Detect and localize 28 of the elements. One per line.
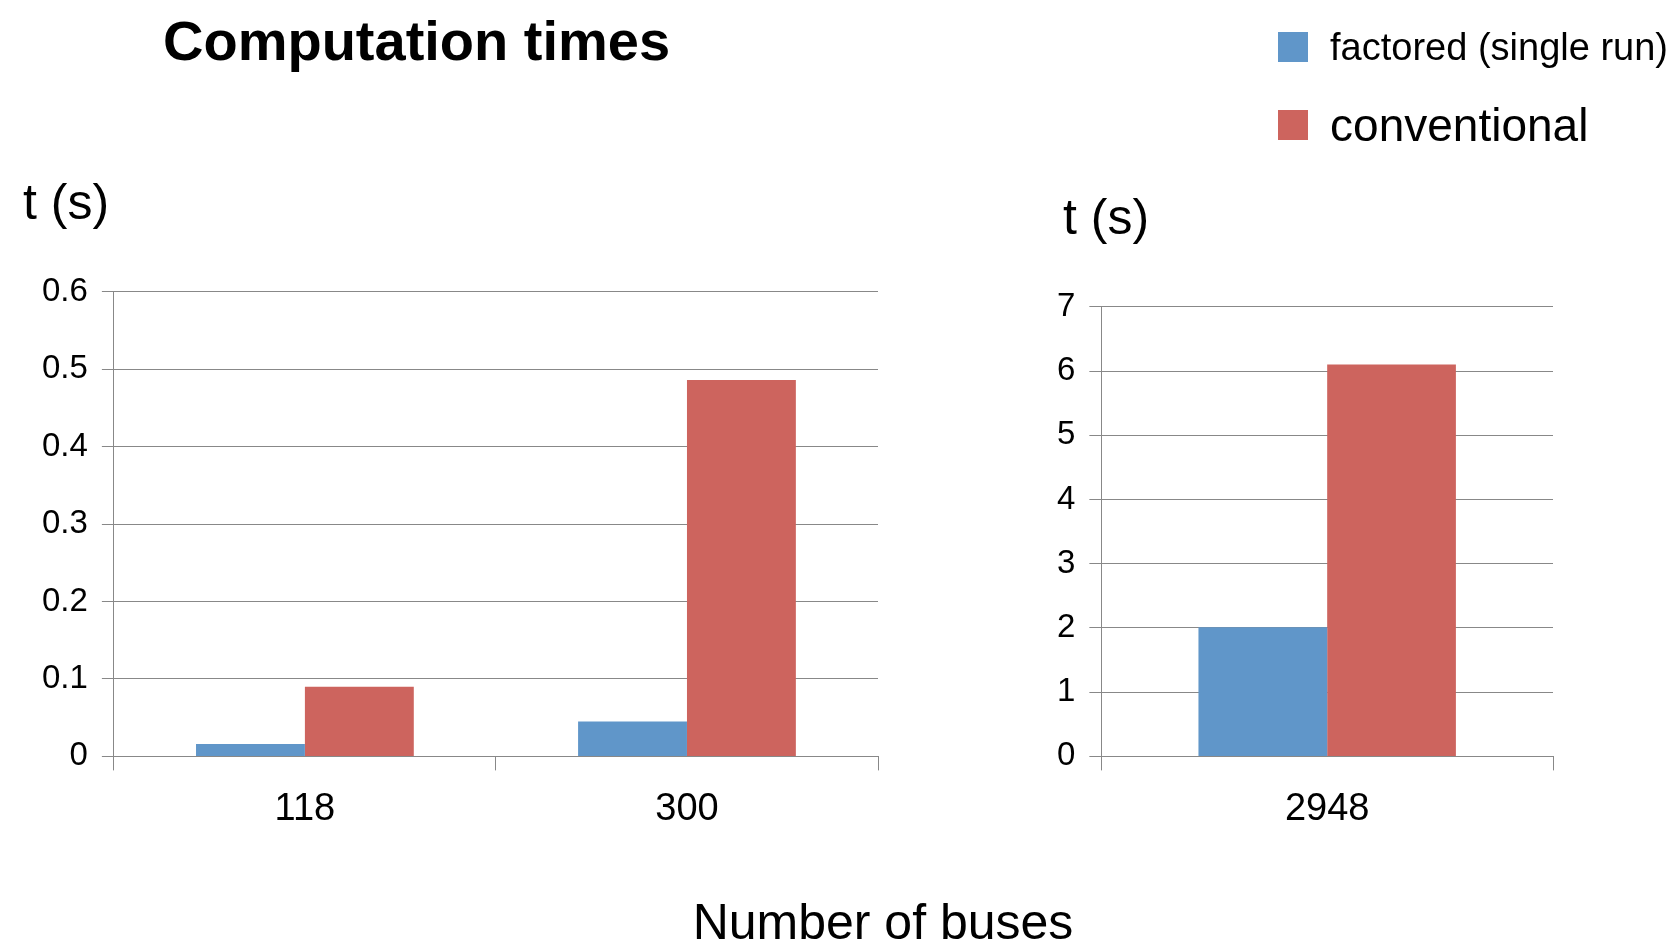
y-tick-label: 0.1 — [42, 658, 88, 696]
y-tick-label: 0.2 — [42, 580, 88, 618]
bar — [196, 744, 305, 756]
y-tick-label: 0.5 — [42, 348, 88, 386]
y-tick-label: 6 — [1056, 350, 1076, 388]
x-tick-label: 118 — [274, 785, 336, 828]
x-tick-label: 2948 — [1284, 785, 1370, 828]
y-tick-label: 0 — [1056, 735, 1076, 773]
y-tick-label: 3 — [1056, 542, 1076, 580]
y-tick-label: 7 — [1056, 285, 1076, 323]
y-tick-label: 0 — [69, 735, 88, 773]
y-tick-label: 5 — [1056, 414, 1076, 452]
x-tick-label: 300 — [655, 785, 719, 828]
y-axis-title: t (s) — [1063, 188, 1150, 246]
y-tick-label: 0.4 — [42, 425, 88, 463]
y-axis-title: t (s) — [23, 173, 110, 231]
x-axis-title: Number of buses — [691, 893, 1075, 945]
y-tick-label: 0.6 — [42, 270, 88, 308]
y-tick-label: 4 — [1056, 478, 1076, 516]
chart-title: Computation times — [163, 8, 671, 73]
legend-label: factored (single run) — [1330, 25, 1668, 69]
legend-label: conventional — [1330, 98, 1589, 152]
y-tick-label: 2 — [1056, 607, 1076, 645]
bar — [304, 686, 414, 756]
y-tick-label: 1 — [1056, 671, 1076, 709]
y-tick-label: 0.3 — [42, 503, 88, 541]
bar — [578, 721, 687, 756]
bar — [686, 380, 796, 756]
